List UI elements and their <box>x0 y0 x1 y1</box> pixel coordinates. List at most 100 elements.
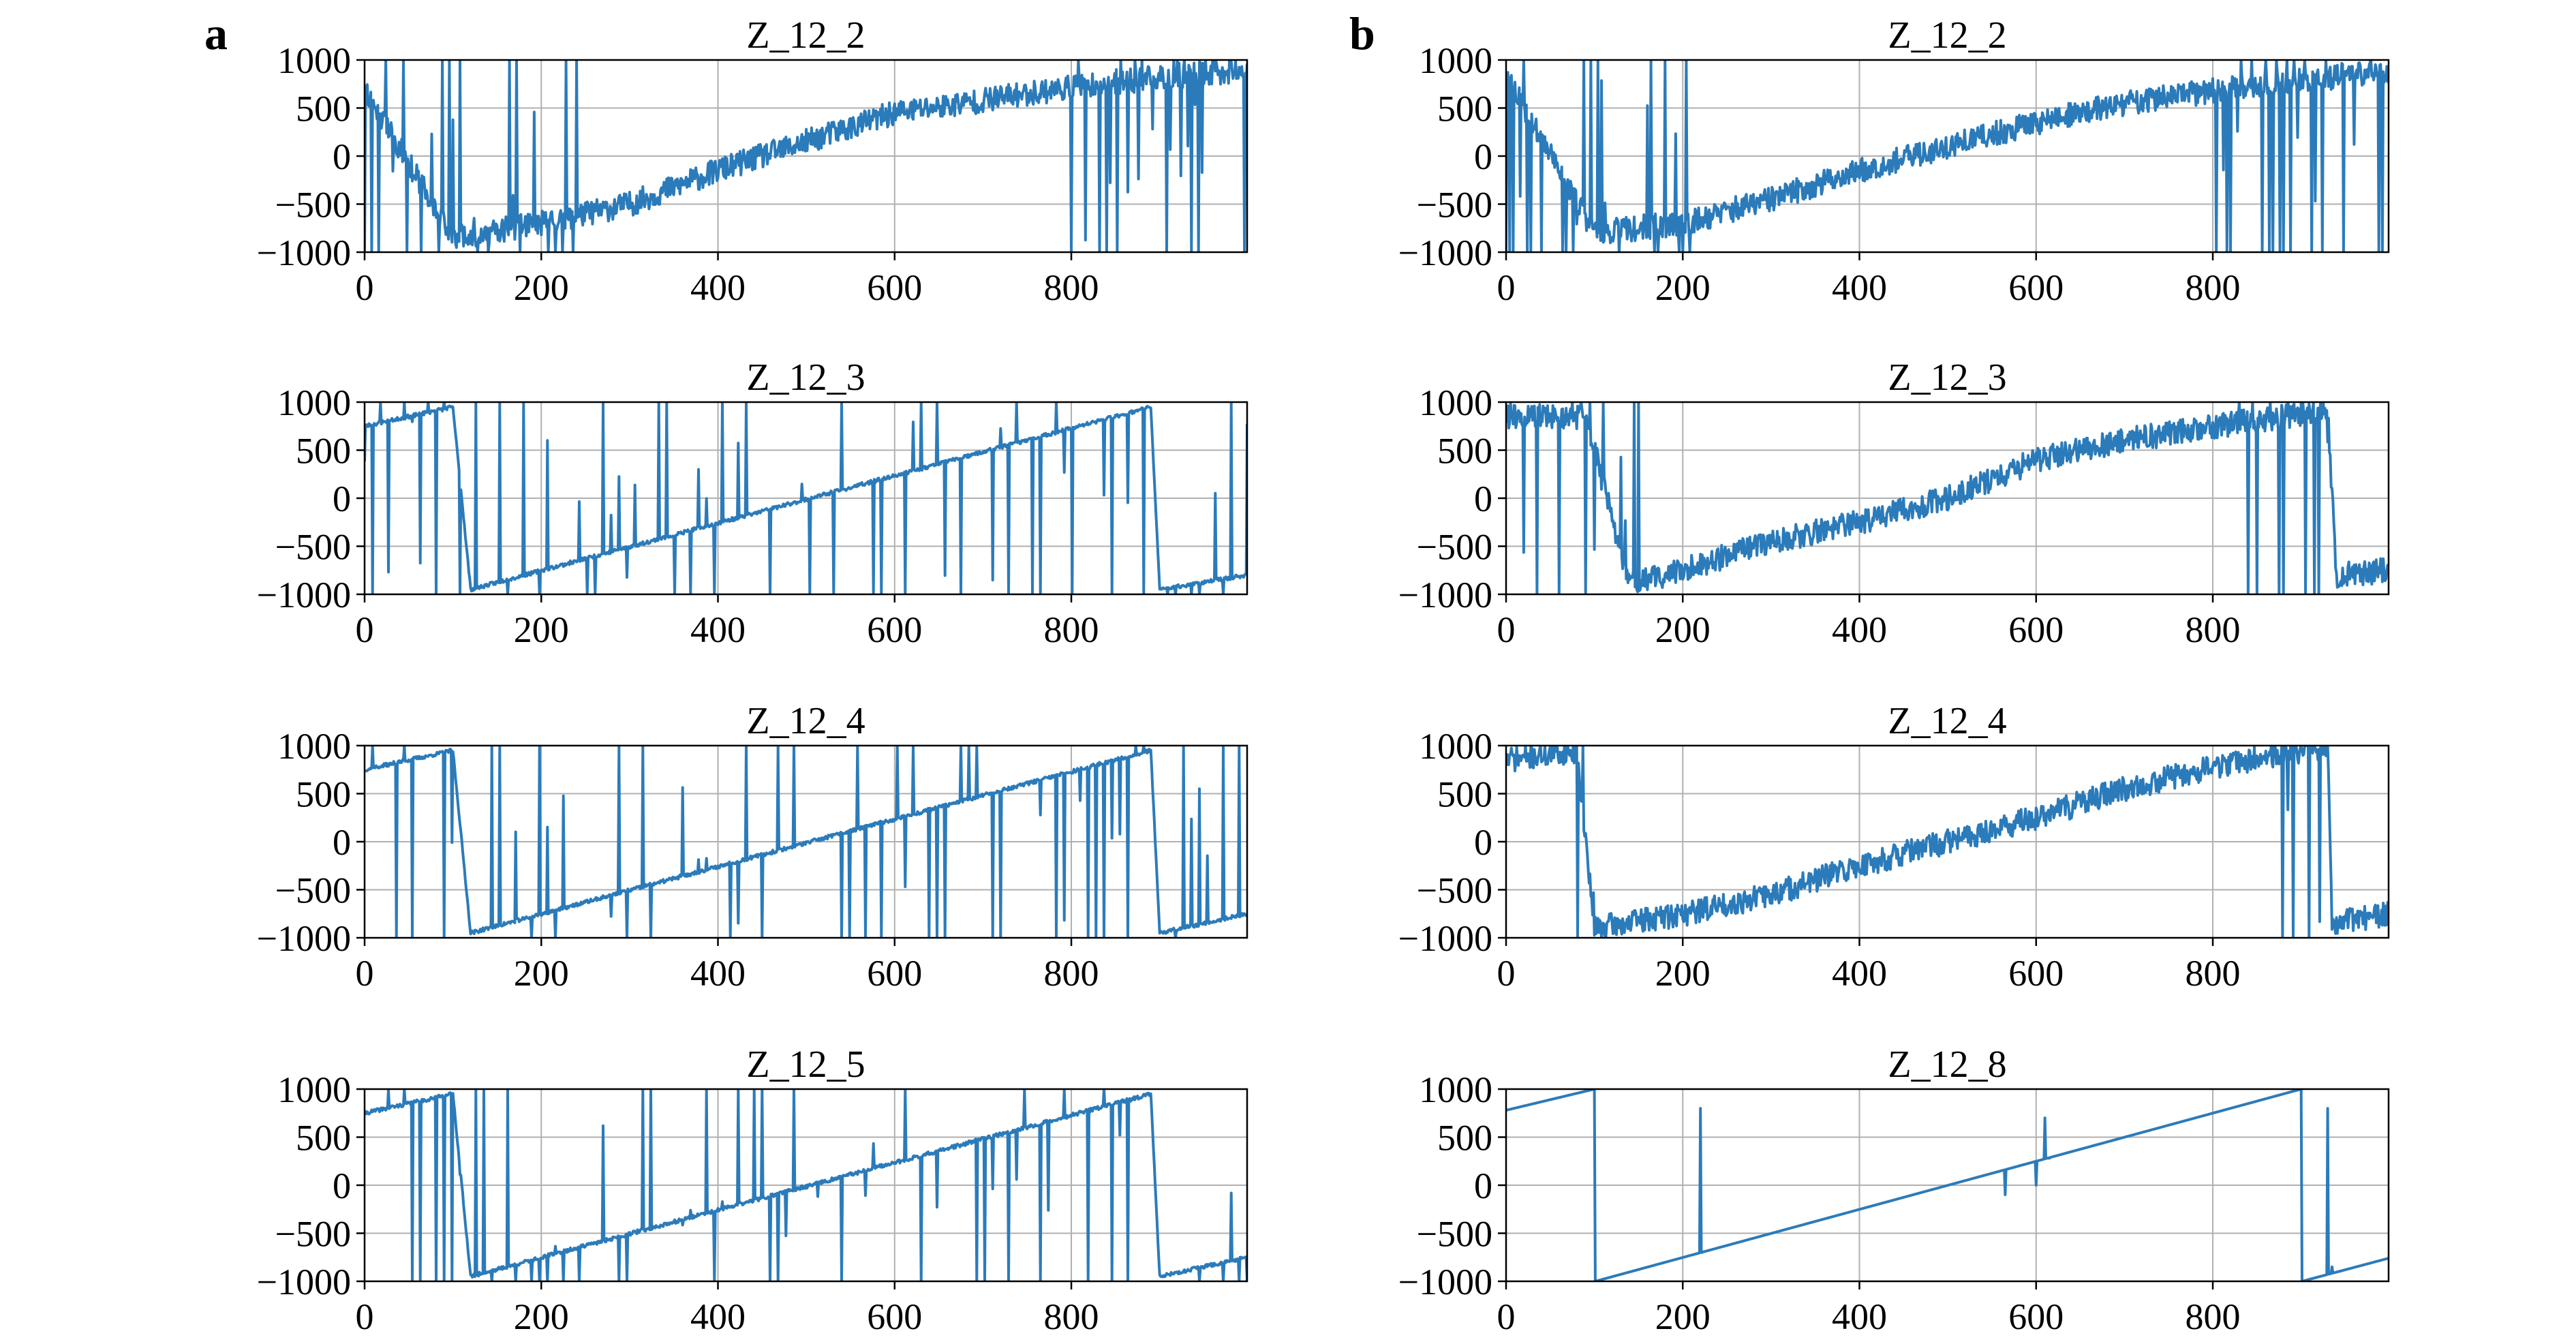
chart-title: Z_12_5 <box>746 1043 865 1086</box>
y-tick-label: 500 <box>296 1118 351 1159</box>
x-tick-label: 0 <box>1497 609 1516 650</box>
x-tick-label: 0 <box>356 267 374 308</box>
panel-label-a: a <box>204 7 228 59</box>
x-tick-label: 600 <box>2008 953 2064 994</box>
x-tick-label: 400 <box>690 267 746 308</box>
y-tick-label: −500 <box>275 1214 351 1255</box>
x-tick-label: 0 <box>356 1296 374 1337</box>
x-tick-label: 600 <box>2008 1296 2064 1337</box>
x-tick-label: 200 <box>514 609 569 650</box>
x-tick-label: 600 <box>867 267 922 308</box>
y-tick-label: 1000 <box>1419 382 1492 423</box>
x-tick-label: 0 <box>356 953 374 994</box>
y-tick-label: 500 <box>296 774 351 815</box>
x-tick-label: 800 <box>2186 267 2241 308</box>
chart-title: Z_12_2 <box>1888 14 2006 57</box>
x-tick-label: 600 <box>2008 609 2064 650</box>
y-tick-label: 0 <box>1474 136 1492 177</box>
y-tick-label: −1000 <box>257 1262 351 1302</box>
y-tick-label: 0 <box>333 822 351 863</box>
x-tick-label: 600 <box>867 953 922 994</box>
y-tick-label: 0 <box>1474 1165 1492 1206</box>
series-line <box>365 60 1247 252</box>
y-tick-label: 1000 <box>1419 726 1492 767</box>
x-tick-label: 600 <box>867 1296 922 1337</box>
y-tick-label: −1000 <box>257 918 351 959</box>
x-tick-label: 800 <box>1044 609 1099 650</box>
x-tick-label: 800 <box>1044 1296 1099 1337</box>
chart-title: Z_12_8 <box>1888 1043 2006 1086</box>
chart-title: Z_12_3 <box>746 356 865 399</box>
y-tick-label: 1000 <box>277 726 351 767</box>
y-tick-label: −1000 <box>1398 232 1492 273</box>
x-tick-label: 200 <box>1655 609 1711 650</box>
y-tick-label: 0 <box>333 478 351 519</box>
x-tick-label: 400 <box>1832 609 1887 650</box>
y-tick-label: 1000 <box>277 40 351 81</box>
subplot: 0 200 400 600 800 1000 500 0 −500 −1000 Z_12_4 <box>1398 700 2390 994</box>
y-tick-label: −500 <box>1417 870 1492 911</box>
y-tick-label: 1000 <box>1419 1069 1492 1110</box>
x-tick-label: 800 <box>2186 609 2241 650</box>
chart-title: Z_12_3 <box>1888 356 2006 399</box>
series-line <box>1506 402 2389 594</box>
x-tick-label: 600 <box>867 609 922 650</box>
y-tick-label: −500 <box>275 185 351 226</box>
x-tick-label: 600 <box>2008 267 2064 308</box>
x-tick-label: 0 <box>1497 953 1516 994</box>
x-tick-label: 800 <box>1044 953 1099 994</box>
x-tick-label: 200 <box>514 1296 569 1337</box>
y-tick-label: 500 <box>296 431 351 472</box>
y-tick-label: −1000 <box>1398 1262 1492 1302</box>
x-tick-label: 400 <box>690 953 746 994</box>
series-line <box>365 1089 1247 1281</box>
x-tick-label: 400 <box>690 1296 746 1337</box>
x-tick-label: 400 <box>1832 267 1887 308</box>
x-tick-label: 400 <box>1832 953 1887 994</box>
x-tick-label: 0 <box>1497 1296 1516 1337</box>
y-tick-label: 0 <box>333 1165 351 1206</box>
series-line <box>365 746 1247 938</box>
panel-label-b: b <box>1349 7 1375 59</box>
series-line <box>1506 746 2389 938</box>
y-tick-label: −500 <box>1417 185 1492 226</box>
x-tick-label: 0 <box>356 609 374 650</box>
x-tick-label: 0 <box>1497 267 1516 308</box>
x-tick-label: 400 <box>1832 1296 1887 1337</box>
y-tick-label: −500 <box>275 870 351 911</box>
y-tick-label: −500 <box>275 527 351 568</box>
series-line <box>1506 60 2389 252</box>
chart-title: Z_12_2 <box>746 14 865 57</box>
y-tick-label: 500 <box>1437 89 1492 129</box>
x-tick-label: 200 <box>1655 1296 1711 1337</box>
y-tick-label: 500 <box>1437 1118 1492 1159</box>
y-tick-label: 1000 <box>1419 40 1492 81</box>
subplot: 0 200 400 600 800 1000 500 0 −500 −1000 Z_12_4 <box>257 700 1248 994</box>
chart-title: Z_12_4 <box>1888 700 2006 742</box>
y-tick-label: −1000 <box>1398 918 1492 959</box>
y-tick-label: 1000 <box>277 1069 351 1110</box>
y-tick-label: 1000 <box>277 382 351 423</box>
x-tick-label: 200 <box>1655 953 1711 994</box>
y-tick-label: 0 <box>333 136 351 177</box>
y-tick-label: −1000 <box>1398 575 1492 615</box>
x-tick-label: 200 <box>514 267 569 308</box>
x-tick-label: 800 <box>2186 953 2241 994</box>
x-tick-label: 800 <box>2186 1296 2241 1337</box>
y-tick-label: −1000 <box>257 232 351 273</box>
y-tick-label: 500 <box>1437 431 1492 472</box>
series-line <box>1506 1089 2389 1281</box>
x-tick-label: 200 <box>1655 267 1711 308</box>
y-tick-label: 500 <box>1437 774 1492 815</box>
chart-title: Z_12_4 <box>746 700 865 742</box>
y-tick-label: 0 <box>1474 822 1492 863</box>
y-tick-label: 500 <box>296 89 351 129</box>
x-tick-label: 400 <box>690 609 746 650</box>
x-tick-label: 200 <box>514 953 569 994</box>
